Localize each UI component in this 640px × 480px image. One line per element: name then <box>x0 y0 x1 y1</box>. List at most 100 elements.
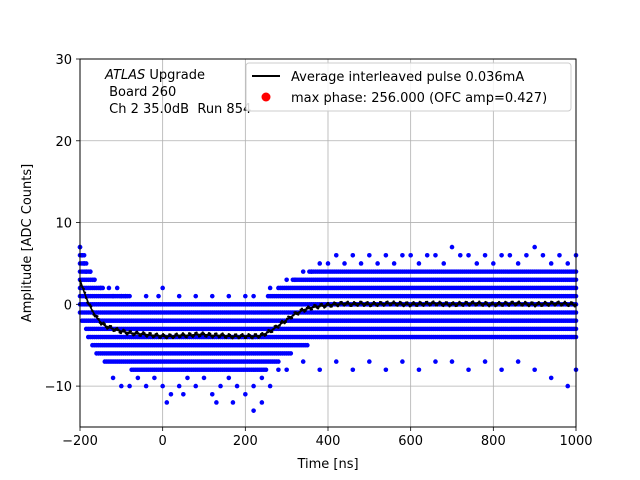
average-pulse-point <box>541 304 544 307</box>
average-pulse-point <box>285 317 289 321</box>
legend-marker-swatch <box>261 92 271 102</box>
average-pulse-point <box>156 334 160 337</box>
sample-point <box>449 244 455 250</box>
average-pulse-point <box>356 304 359 308</box>
sample-point <box>383 252 389 258</box>
average-pulse-point <box>432 300 435 303</box>
sample-point <box>218 383 223 389</box>
average-pulse-point <box>96 315 99 318</box>
x-axis-label: Time [ns] <box>296 457 358 472</box>
sample-point <box>276 367 281 373</box>
average-pulse-point <box>561 304 564 307</box>
sample-point <box>143 383 149 389</box>
average-pulse-point <box>130 332 134 335</box>
average-pulse-point <box>509 303 512 306</box>
average-pulse-point <box>195 331 198 334</box>
average-pulse-point <box>252 335 255 338</box>
average-pulse-point <box>481 304 485 308</box>
y-tick-label: 20 <box>55 135 72 150</box>
average-pulse-point <box>491 301 495 304</box>
sample-point <box>251 383 256 389</box>
average-pulse-point <box>558 302 562 305</box>
average-pulse-point <box>417 302 420 305</box>
average-pulse-point <box>455 304 459 307</box>
average-pulse-point <box>311 305 315 309</box>
average-pulse-point <box>331 303 335 306</box>
sample-point <box>152 375 157 381</box>
average-pulse-point <box>360 300 363 304</box>
average-pulse-point <box>328 303 331 306</box>
average-pulse-point <box>453 302 456 306</box>
x-tick-label: −200 <box>62 434 98 449</box>
sample-point <box>474 261 480 266</box>
sample-point <box>391 261 397 266</box>
sample-point <box>185 375 190 381</box>
average-pulse-point <box>406 301 409 304</box>
average-pulse-point <box>169 333 172 336</box>
average-line-series <box>78 279 578 340</box>
sample-point <box>342 261 347 266</box>
average-pulse-point <box>298 311 301 314</box>
average-pulse-point <box>461 304 465 308</box>
average-pulse-point <box>119 331 123 335</box>
sample-point <box>557 252 562 258</box>
sample-point <box>267 383 273 389</box>
average-pulse-point <box>304 309 307 312</box>
average-pulse-point <box>501 304 505 307</box>
sample-point <box>156 293 161 299</box>
average-pulse-point <box>407 303 410 306</box>
average-pulse-point <box>528 303 532 306</box>
sample-point <box>424 252 430 258</box>
average-pulse-point <box>557 300 560 303</box>
average-pulse-point <box>373 302 377 305</box>
average-pulse-point <box>242 334 245 338</box>
y-axis-ticks: −10 0 10 20 30 <box>45 53 80 395</box>
average-pulse-point <box>370 304 373 307</box>
average-pulse-point <box>390 303 393 307</box>
average-pulse-point <box>104 325 108 329</box>
sample-point <box>143 293 149 299</box>
average-pulse-point <box>499 302 502 305</box>
average-pulse-point <box>347 302 351 305</box>
sample-point <box>325 261 331 266</box>
average-pulse-point <box>531 301 534 304</box>
average-pulse-point <box>238 336 242 339</box>
average-pulse-point <box>502 302 506 305</box>
average-pulse-point <box>320 302 323 306</box>
sample-point <box>400 359 405 364</box>
x-tick-label: 1000 <box>559 434 592 449</box>
average-pulse-point <box>147 333 150 337</box>
sample-point <box>416 261 422 266</box>
average-pulse-point <box>435 304 439 307</box>
sample-point <box>309 269 314 274</box>
average-pulse-point <box>416 304 419 308</box>
average-pulse-point <box>386 300 389 303</box>
average-pulse-point <box>189 332 192 335</box>
y-axis-label: Amplitude [ADC Counts] <box>20 164 35 322</box>
sample-point <box>367 252 372 258</box>
sample-point <box>276 285 281 291</box>
sample-point <box>259 400 265 405</box>
average-pulse-point <box>163 334 166 337</box>
sample-point <box>106 285 112 291</box>
sample-point <box>83 269 89 274</box>
annotation: ATLAS Upgrade Board 260 Ch 2 35.0dB Run … <box>104 68 251 117</box>
average-pulse-point <box>330 305 333 308</box>
average-pulse-point <box>199 334 202 338</box>
average-pulse-point <box>336 304 340 308</box>
average-pulse-point <box>567 304 570 308</box>
average-pulse-point <box>471 300 475 303</box>
sample-point <box>532 244 537 250</box>
sample-point <box>433 252 438 258</box>
average-pulse-point <box>88 303 92 306</box>
sample-point <box>123 293 128 299</box>
average-pulse-point <box>82 287 85 291</box>
sample-point <box>110 375 116 381</box>
average-pulse-point <box>413 302 416 305</box>
sample-point <box>209 391 215 397</box>
sample-point <box>168 391 174 397</box>
sample-point <box>507 252 513 258</box>
average-pulse-point <box>166 335 170 338</box>
average-pulse-point <box>133 333 136 336</box>
